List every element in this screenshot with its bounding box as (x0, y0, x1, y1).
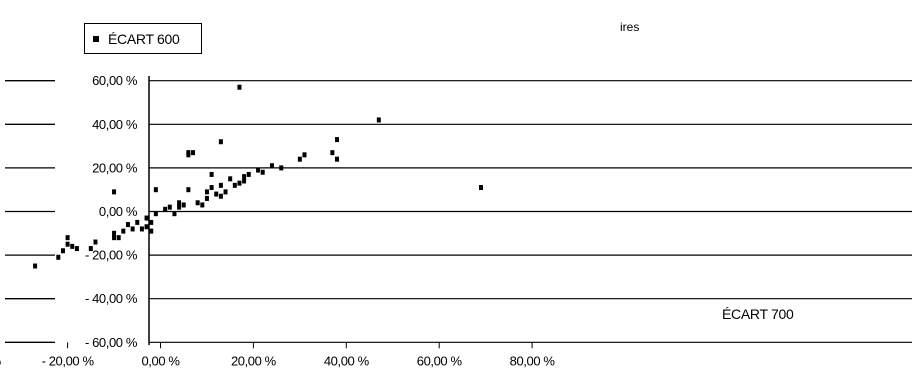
data-point (218, 139, 223, 145)
y-tick-label: - 60,00 % (85, 335, 138, 350)
data-point (93, 239, 98, 245)
data-point (330, 150, 335, 156)
data-point (260, 169, 265, 175)
x-tick-label: 40,00 % (324, 353, 370, 368)
data-point (65, 241, 70, 247)
data-point (60, 248, 65, 254)
data-point (209, 185, 214, 191)
data-point (121, 228, 126, 234)
data-point (163, 206, 168, 212)
data-point (33, 263, 38, 269)
data-point (376, 117, 381, 123)
data-point (112, 189, 117, 195)
data-point (246, 171, 251, 177)
data-point (302, 152, 307, 158)
legend: ÉCART 600 (84, 23, 202, 54)
data-point (112, 235, 117, 241)
y-tick-label: 0,00 % (99, 204, 138, 219)
data-point (130, 226, 135, 232)
data-point (177, 204, 182, 210)
data-point (232, 182, 237, 188)
data-point (335, 156, 340, 162)
data-point (200, 202, 205, 208)
data-point (191, 150, 196, 156)
data-point (112, 230, 117, 236)
x-tick-marks (67, 342, 533, 349)
x-tick-label: 20,00 % (231, 353, 277, 368)
data-point (195, 200, 200, 206)
data-point (56, 254, 61, 260)
x-tick-label: - 20,00 % (42, 353, 95, 368)
data-point (153, 211, 158, 217)
gridlines (149, 80, 912, 343)
data-point (214, 191, 219, 197)
data-point (228, 176, 233, 182)
data-point (209, 171, 214, 177)
data-point (149, 219, 154, 225)
data-point (335, 137, 340, 143)
data-point (181, 202, 186, 208)
x-tick-label: 0,00 % (141, 353, 180, 368)
data-point (297, 156, 302, 162)
corner-text: ires (620, 20, 640, 34)
data-point (269, 163, 274, 169)
data-point (223, 189, 228, 195)
data-point (88, 246, 93, 252)
data-point (153, 187, 158, 193)
y-tick-dashes (5, 80, 55, 343)
y-tick-label: 40,00 % (92, 117, 138, 132)
legend-label: ÉCART 600 (108, 30, 180, 47)
data-point (74, 246, 79, 252)
x-tick-label: 60,00 % (417, 353, 463, 368)
data-point (256, 167, 261, 173)
data-point (144, 215, 149, 221)
y-tick-label: - 20,00 % (85, 248, 138, 263)
data-point (167, 204, 172, 210)
y-tick-label: - 40,00 % (85, 291, 138, 306)
legend-square-marker (93, 35, 99, 42)
data-point (135, 219, 140, 225)
data-point (116, 235, 121, 241)
data-point (149, 228, 154, 234)
data-point (204, 195, 209, 201)
data-point (204, 189, 209, 195)
data-point (237, 84, 242, 90)
x-tick-label: 80,00 % (510, 353, 556, 368)
y-tick-label: 60,00 % (92, 73, 138, 88)
data-point (479, 185, 484, 191)
data-point (172, 211, 177, 217)
data-points (33, 84, 484, 269)
y-tick-labels: 60,00 % 40,00 % 20,00 % 0,00 % - 20,00 % - 40… (85, 73, 138, 350)
x-axis-label: ÉCART 700 (722, 306, 794, 322)
data-point (125, 222, 130, 228)
x-tick-labels: - 60,00 %- 40,00 %- 20,00 %0,00 %20,00 %… (0, 353, 556, 368)
data-point (70, 243, 75, 249)
data-point (279, 165, 284, 171)
data-point (186, 187, 191, 193)
data-point (177, 200, 182, 206)
y-tick-label: 20,00 % (92, 160, 138, 175)
data-point (65, 235, 70, 241)
data-point (144, 224, 149, 230)
data-point (218, 182, 223, 188)
x-tick-label: - 40,00 % (0, 353, 2, 368)
data-point (237, 180, 242, 186)
data-point (139, 226, 144, 232)
data-point (218, 193, 223, 199)
data-point (242, 174, 247, 180)
data-point (186, 150, 191, 156)
data-point (242, 178, 247, 184)
